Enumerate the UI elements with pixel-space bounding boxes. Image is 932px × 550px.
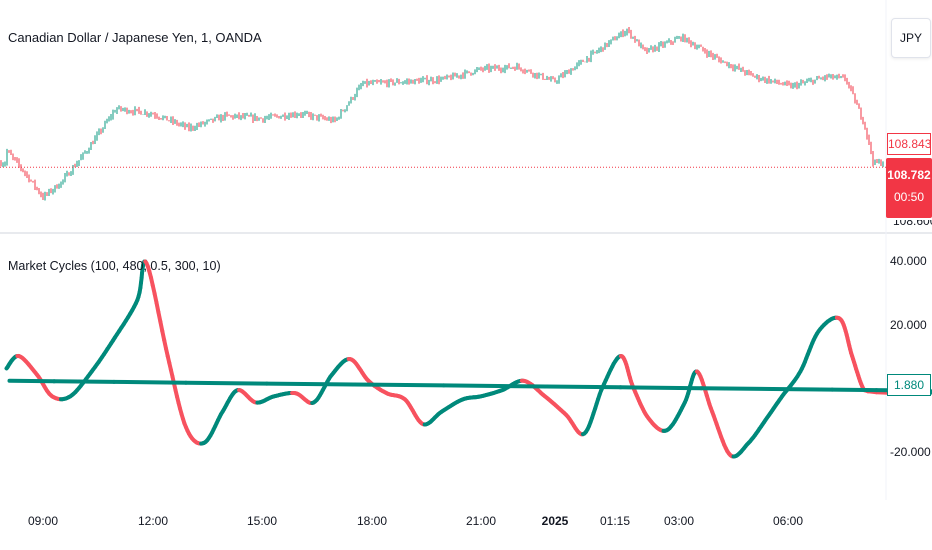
oscillator-segment xyxy=(52,379,116,384)
x-tick-0900: 09:00 xyxy=(27,514,59,528)
oscillator-segment xyxy=(7,378,57,384)
countdown-label: 00:50 xyxy=(893,190,925,204)
x-tick-0115: 01:15 xyxy=(599,514,631,528)
oscillator-segment xyxy=(441,383,536,389)
x-tick-1500: 15:00 xyxy=(246,514,278,528)
x-tick-0600: 06:00 xyxy=(772,514,804,528)
y-tick-20: 20.000 xyxy=(890,318,927,332)
partial-tick-label: 108.600 xyxy=(893,220,932,228)
indicator-value-label: 1.880 xyxy=(887,374,931,396)
oscillator-segment xyxy=(351,382,446,388)
candles-layer xyxy=(0,27,884,201)
oscillator-segment xyxy=(183,380,269,386)
time-axis[interactable]: 09:00 12:00 15:00 18:00 21:00 2025 01:15… xyxy=(0,500,886,550)
current-price-box: 108.782 00:50 xyxy=(886,158,932,218)
oscillator-segment xyxy=(618,385,704,391)
symbol-title[interactable]: Canadian Dollar / Japanese Yen, 1, OANDA xyxy=(8,30,262,45)
oscillator-segment xyxy=(770,387,835,392)
indicator-y-axis[interactable]: 40.000 20.000 -20.000 xyxy=(886,240,932,510)
x-tick-2100: 21:00 xyxy=(465,514,497,528)
x-tick-0300: 03:00 xyxy=(663,514,695,528)
oscillator-segment xyxy=(830,387,879,393)
currency-button[interactable]: JPY xyxy=(891,18,931,58)
oscillator-segment xyxy=(531,384,623,390)
oscillator-layer xyxy=(4,259,932,459)
x-tick-1800: 18:00 xyxy=(356,514,388,528)
y-tick-neg20: -20.000 xyxy=(890,445,931,459)
x-tick-2025: 2025 xyxy=(541,514,569,528)
y-tick-40: 40.000 xyxy=(890,254,927,268)
x-tick-1200: 12:00 xyxy=(137,514,169,528)
oscillator-segment xyxy=(112,379,188,385)
oscillator-segment xyxy=(264,381,356,387)
current-price-label: 108.782 xyxy=(887,168,931,182)
oscillator-segment xyxy=(699,386,775,391)
indicator-title[interactable]: Market Cycles (100, 480, 0.5, 300, 10) xyxy=(8,259,221,273)
price-high-label: 108.843 xyxy=(887,133,931,155)
